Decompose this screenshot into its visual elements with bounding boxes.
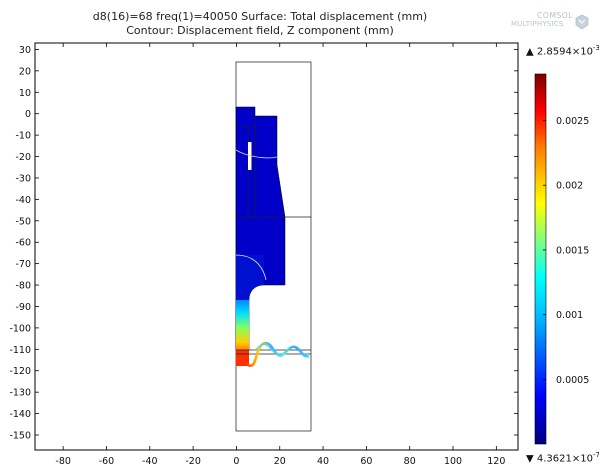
colorbar-ticks: 0.0025 0.002 0.0015 0.001 0.0005	[543, 116, 589, 386]
y-axis-ticks: 30 20 10 0 -10 -20 -30 -40 -50 -60 -70 -80 -90 -100 -1…	[9, 45, 518, 442]
piezo-slot	[248, 142, 252, 170]
min-mantissa: 4.3621	[536, 453, 572, 465]
x-tick-label: 80	[404, 456, 416, 465]
x-tick-label: 0	[233, 456, 239, 465]
geometry-group	[235, 61, 312, 432]
plot-title-line-2: Contour: Displacement field, Z component…	[126, 24, 394, 37]
colorbar-tick-label: 0.0005	[556, 375, 589, 386]
comsol-logo-icon	[575, 14, 589, 30]
colorbar-tick-label: 0.001	[556, 310, 583, 321]
y-tick-label: 20	[19, 66, 31, 77]
y-tick-label: -100	[9, 323, 31, 334]
y-tick-label: -40	[15, 195, 31, 206]
x-tick-label: -20	[185, 456, 201, 465]
x-tick-label: 60	[360, 456, 372, 465]
y-tick-label: -90	[15, 302, 31, 313]
min-exp: -7	[593, 451, 599, 459]
min-marker-icon: ▼	[526, 453, 534, 465]
x-tick-label: 20	[274, 456, 286, 465]
y-tick-label: -110	[9, 345, 31, 356]
x-axis-ticks: -80 -60 -40 -20 0 20 40 60 80 100 120	[55, 43, 505, 465]
y-tick-label: -10	[15, 131, 31, 142]
y-tick-label: -140	[9, 409, 31, 420]
x-tick-label: -40	[142, 456, 158, 465]
x-tick-label: 40	[317, 456, 329, 465]
max-exp: -3	[593, 44, 599, 52]
colorbar-tick-label: 0.0015	[556, 245, 589, 256]
max-mantissa: 2.8594	[536, 46, 572, 58]
y-tick-label: 0	[25, 109, 31, 120]
contour-arc-neck	[235, 254, 267, 281]
max-marker-icon: ▲	[526, 46, 534, 58]
x-tick-label: -60	[99, 456, 115, 465]
contour-arc-top	[235, 149, 278, 159]
plot-title-line-1: d8(16)=68 freq(1)=40050 Surface: Total d…	[92, 10, 428, 23]
y-tick-label: -130	[9, 388, 31, 399]
x-tick-label: 120	[487, 456, 505, 465]
y-tick-label: -30	[15, 173, 31, 184]
horn-neck	[236, 255, 264, 300]
comsol-logo: COMSOL MULTIPHYSICS	[511, 12, 589, 34]
x-tick-label: -80	[55, 456, 71, 465]
logo-text-line-1: COMSOL	[537, 11, 573, 20]
colorbar-gradient	[534, 73, 547, 445]
y-tick-label: -150	[9, 431, 31, 442]
y-tick-label: -50	[15, 216, 31, 227]
y-tick-label: 10	[19, 88, 31, 99]
colorbar-tick-label: 0.002	[556, 181, 583, 192]
logo-text-line-2: MULTIPHYSICS	[511, 20, 564, 28]
y-tick-label: -120	[9, 366, 31, 377]
max-base: ×10	[571, 46, 593, 58]
colorbar-min-label: ▼ 4.3621×10-7	[526, 451, 599, 464]
min-base: ×10	[571, 453, 593, 465]
y-tick-label: -70	[15, 259, 31, 270]
colorbar-max-label: ▲ 2.8594×10-3	[526, 44, 599, 57]
y-tick-label: -80	[15, 281, 31, 292]
colorbar-tick-label: 0.0025	[556, 116, 589, 127]
y-tick-label: 30	[19, 45, 31, 56]
vibrating-wire-wave-2	[255, 343, 310, 356]
y-tick-label: -20	[15, 152, 31, 163]
y-tick-label: -60	[15, 238, 31, 249]
x-tick-label: 100	[444, 456, 462, 465]
